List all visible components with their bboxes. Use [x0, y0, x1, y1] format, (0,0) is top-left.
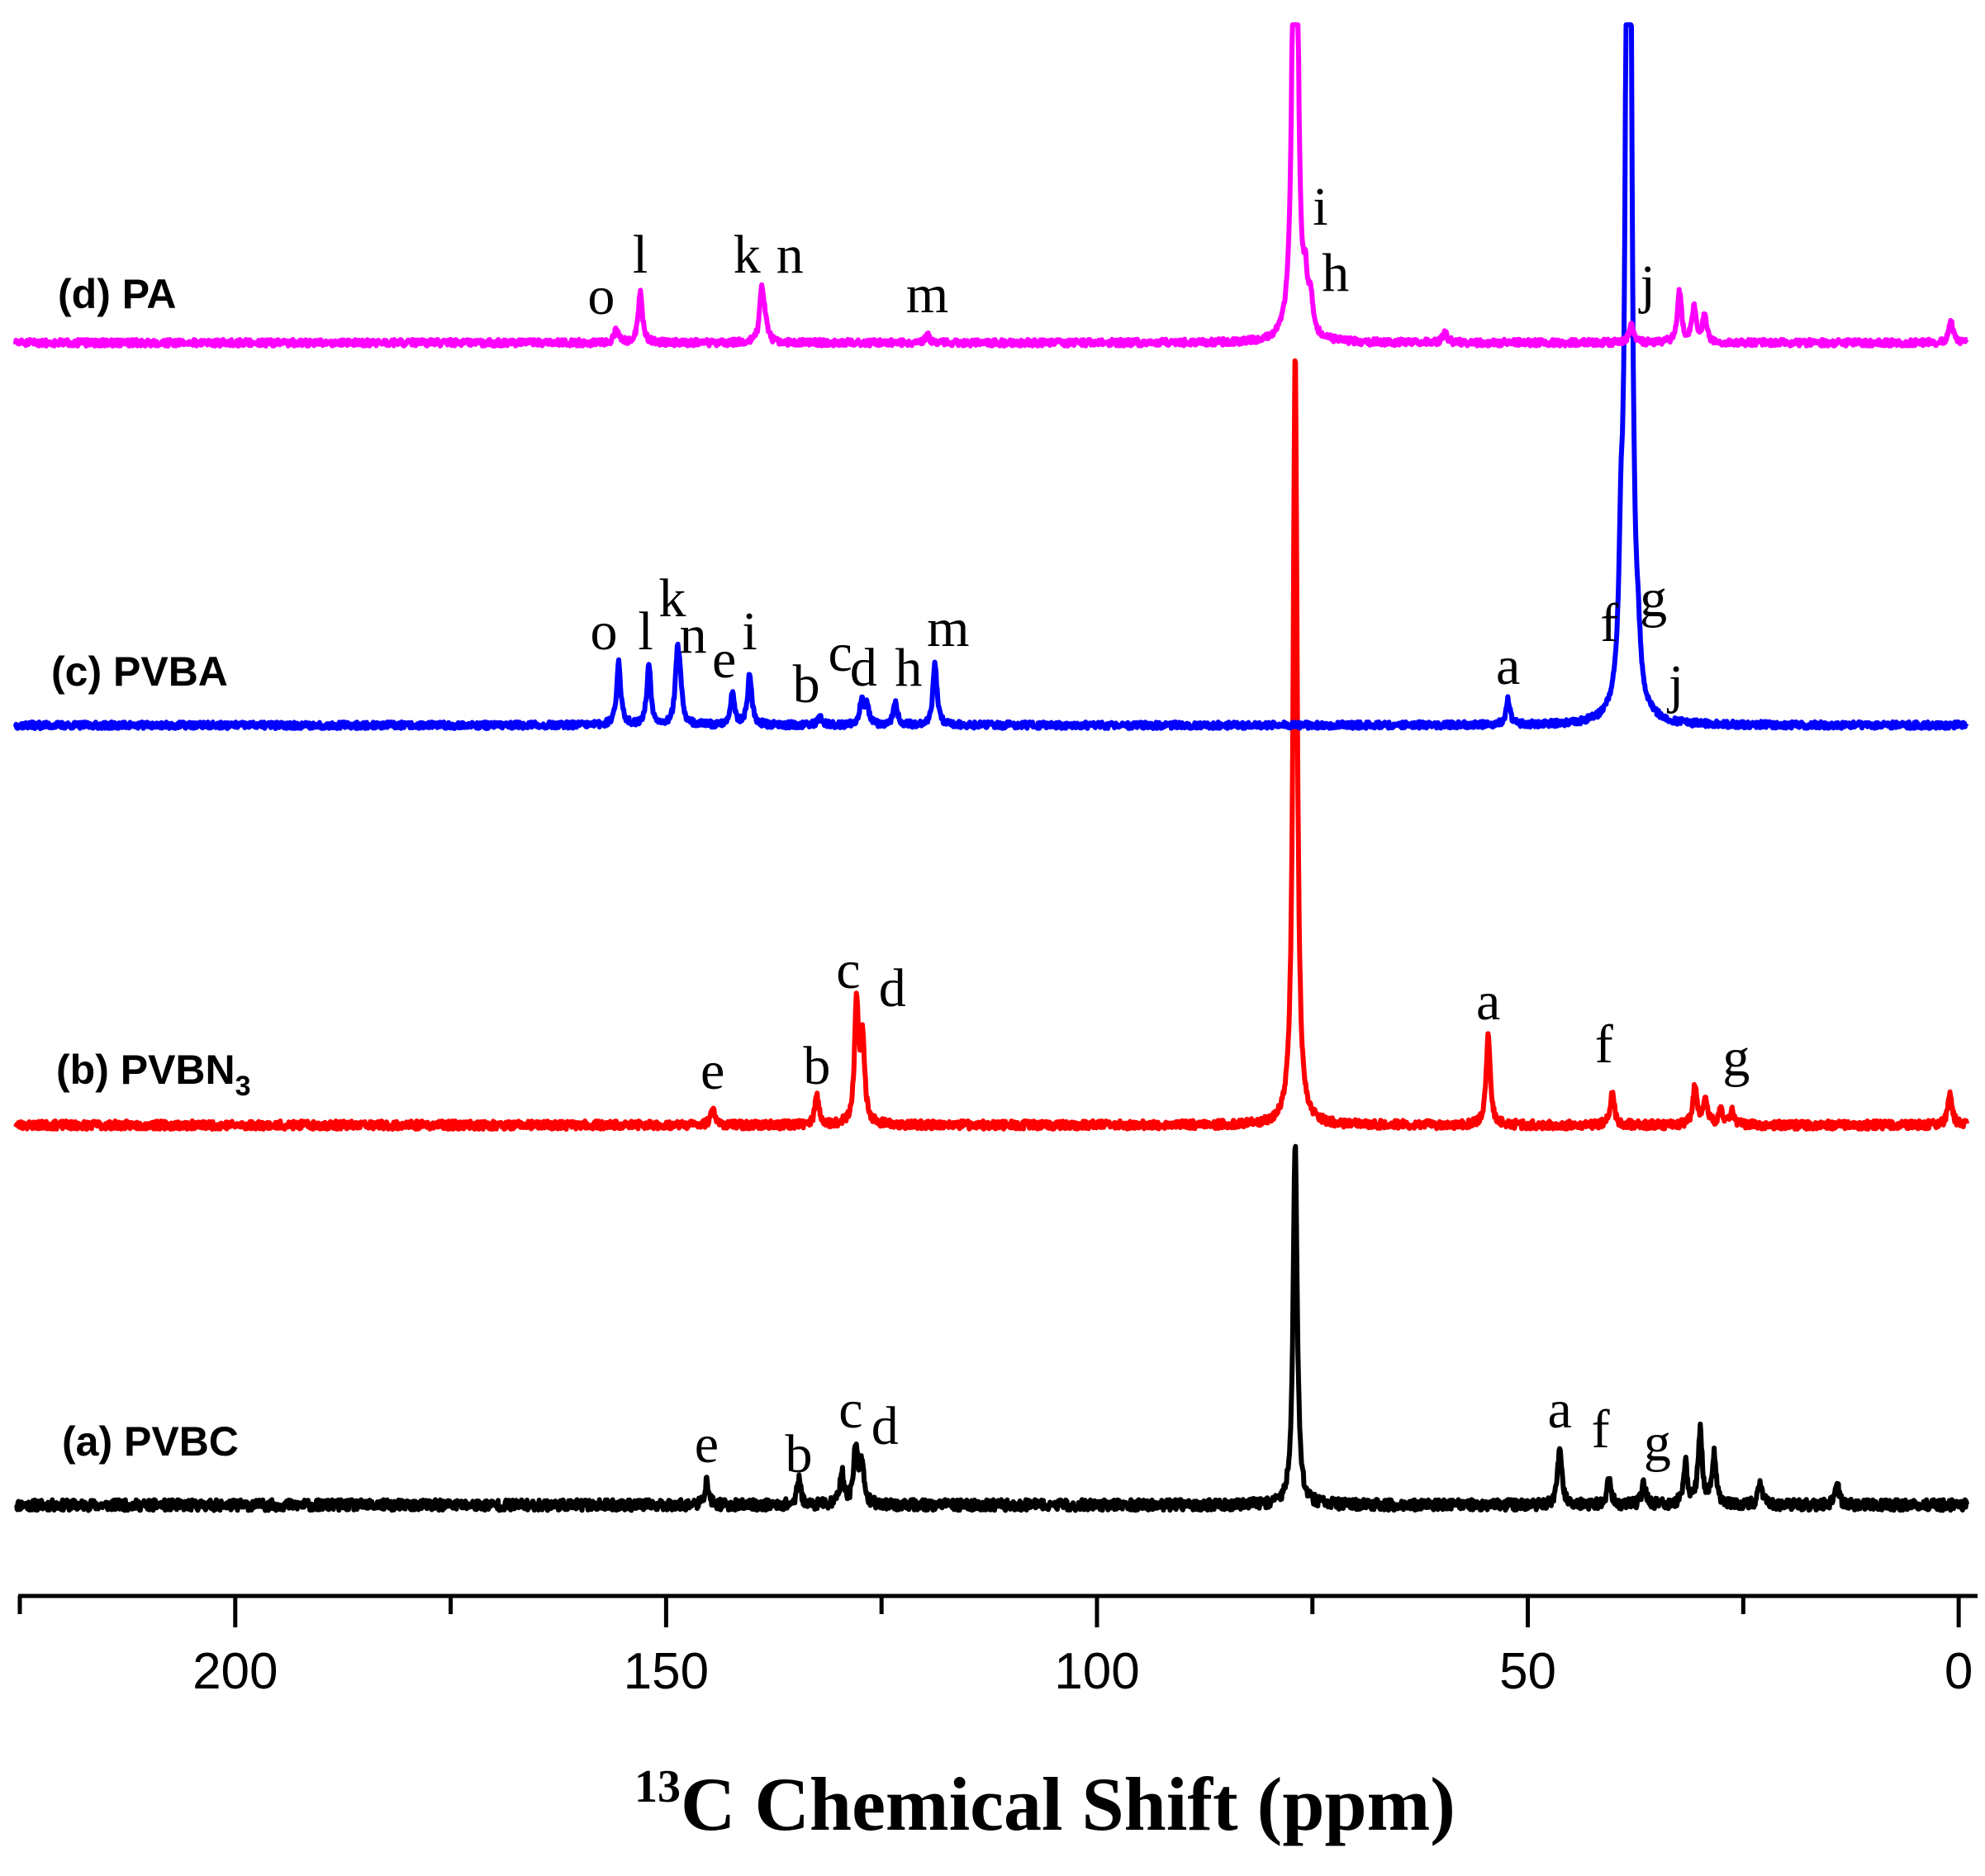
- peak-label-b-e: e: [700, 1041, 724, 1101]
- peak-label-c-i: i: [742, 601, 757, 662]
- peak-label-b-c: c: [836, 940, 860, 1000]
- peak-label-c-j: j: [1667, 654, 1683, 715]
- spectrum-line-b: [13, 358, 1969, 1132]
- peak-label-c-o: o: [591, 601, 618, 662]
- series-label-d: (d) PA: [58, 271, 176, 317]
- x-tick-label-0: 0: [1945, 1643, 1973, 1700]
- peak-label-c-b: b: [793, 654, 820, 715]
- peak-label-b-b: b: [803, 1036, 830, 1096]
- peak-label-c-e: e: [712, 629, 736, 690]
- series-label-a: (a) PVBC: [62, 1418, 239, 1465]
- peak-label-d-o: o: [587, 266, 615, 326]
- peak-label-c-c: c: [829, 623, 852, 683]
- peak-label-a-a: a: [1547, 1380, 1571, 1440]
- peak-label-c-l: l: [638, 601, 653, 662]
- peak-label-d-h: h: [1322, 243, 1349, 303]
- peak-label-c-h: h: [895, 638, 922, 698]
- peak-label-a-f: f: [1592, 1399, 1610, 1460]
- peak-label-a-c: c: [838, 1380, 862, 1440]
- spectrum-line-c: [12, 22, 1969, 731]
- peak-label-a-e: e: [695, 1414, 719, 1475]
- peak-label-a-d: d: [871, 1396, 899, 1456]
- x-tick-label-150: 150: [624, 1643, 709, 1700]
- spectrum-line-d: [12, 22, 1969, 349]
- x-axis-title-text: C Chemical Shift (ppm): [681, 1762, 1456, 1846]
- x-axis-title: 13C Chemical Shift (ppm): [634, 1761, 1456, 1846]
- peak-label-a-b: b: [786, 1424, 813, 1484]
- x-tick-label-50: 50: [1499, 1643, 1556, 1700]
- peak-label-d-k: k: [734, 225, 761, 285]
- series-label-c: (c) PVBA: [51, 648, 228, 695]
- peak-label-b-d: d: [879, 958, 906, 1019]
- peak-label-d-n: n: [776, 225, 804, 285]
- peak-label-c-n: n: [680, 605, 707, 665]
- peak-label-b-g: g: [1722, 1028, 1750, 1088]
- peak-label-d-i: i: [1313, 177, 1327, 237]
- spectra-layer: [12, 22, 1969, 1513]
- x-tick-label-200: 200: [192, 1643, 278, 1700]
- peak-label-c-k: k: [658, 568, 686, 629]
- peak-label-d-j: j: [1639, 254, 1655, 315]
- series-labels-layer: (a) PVBC (b) PVBN3 (c) PVBA (d) PA: [51, 271, 251, 1465]
- series-label-b: (b) PVBN3: [56, 1047, 251, 1102]
- peak-label-b-f: f: [1595, 1014, 1613, 1075]
- peak-label-b-a: a: [1476, 971, 1500, 1032]
- peak-label-c-f: f: [1600, 593, 1618, 653]
- peak-label-c-g: g: [1640, 568, 1667, 629]
- x-axis-title-superscript: 13: [634, 1761, 681, 1812]
- x-axis: 200 150 100 50 0: [17, 1593, 1978, 1700]
- peak-label-c-d: d: [850, 638, 877, 698]
- peak-label-c-m: m: [927, 598, 969, 658]
- peak-label-c-a: a: [1496, 636, 1520, 696]
- peak-label-d-m: m: [906, 264, 948, 325]
- peak-label-a-g: g: [1644, 1413, 1671, 1473]
- peak-label-d-l: l: [633, 225, 648, 285]
- x-tick-label-100: 100: [1054, 1643, 1139, 1700]
- spectrum-line-a: [13, 1143, 1969, 1513]
